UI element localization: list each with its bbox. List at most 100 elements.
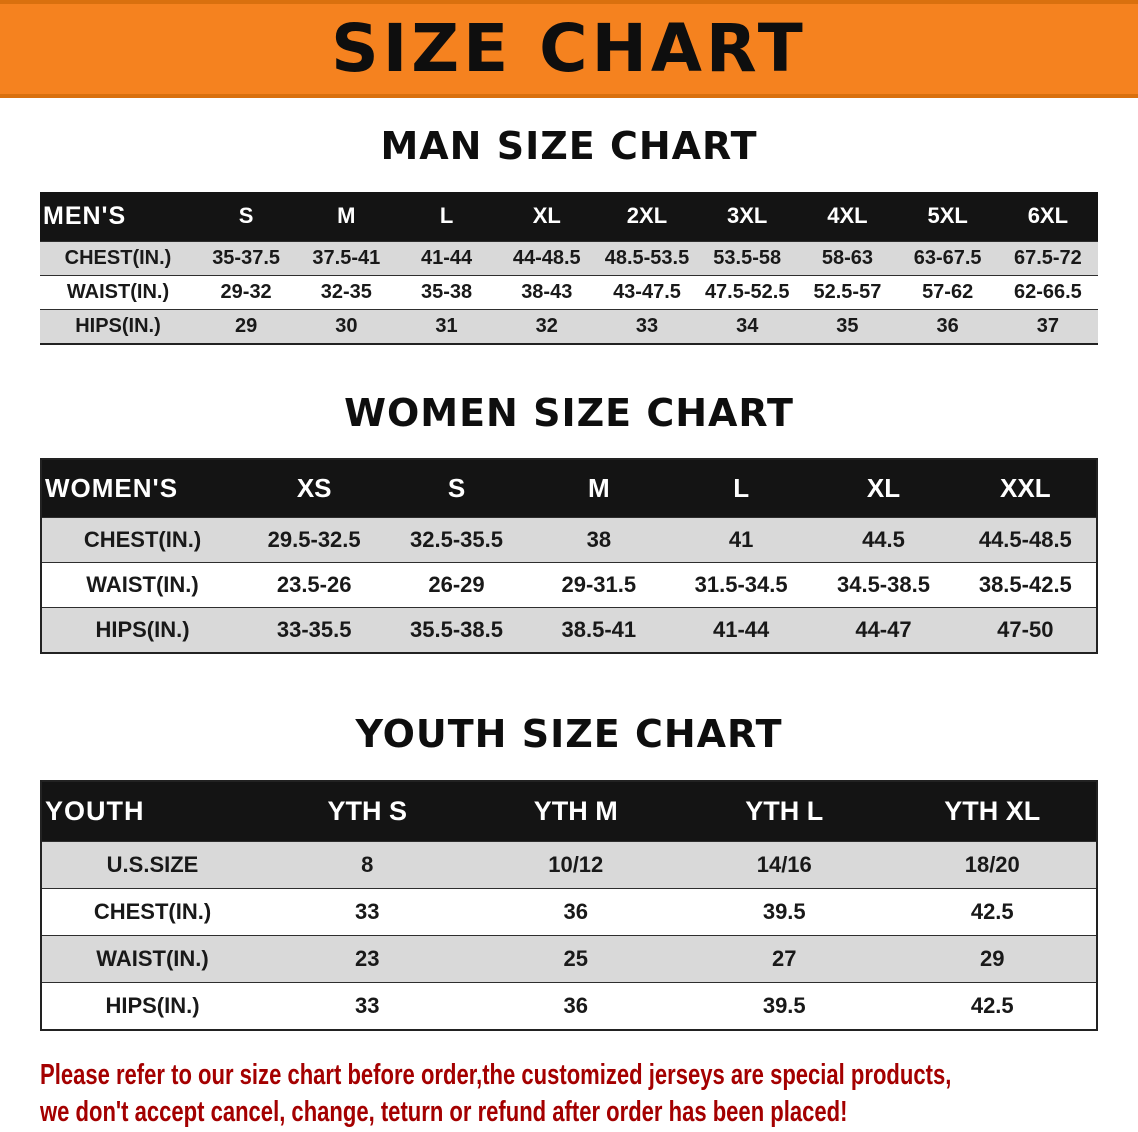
table-title-cell: WOMEN'S (41, 459, 243, 518)
size-value-cell: 35-37.5 (196, 240, 297, 276)
size-header-cell: XL (496, 191, 597, 242)
disclaimer-line-1: Please refer to our size chart before or… (40, 1058, 952, 1091)
size-header-cell: 3XL (697, 191, 798, 242)
size-header-cell: YTH S (263, 780, 472, 842)
row-label-cell: HIPS(IN.) (41, 607, 243, 654)
measurement-row: HIPS(IN.) 33-35.5 35.5-38.5 38.5-41 41-44 44-… (41, 607, 1097, 654)
row-label-cell: CHEST(IN.) (41, 517, 243, 563)
size-value-cell: 36 (471, 887, 680, 936)
women-section-heading: WOMEN SIZE CHART (344, 390, 794, 435)
size-value-cell: 63-67.5 (897, 240, 998, 276)
size-value-cell: 62-66.5 (997, 274, 1098, 310)
size-value-cell: 25 (471, 934, 680, 983)
size-value-cell: 23.5-26 (243, 562, 386, 608)
size-header-cell: 4XL (797, 191, 898, 242)
size-value-cell: 31.5-34.5 (669, 562, 813, 608)
measurement-row: U.S.SIZE 8 10/12 14/16 18/20 (41, 840, 1097, 889)
size-value-cell: 47.5-52.5 (697, 274, 798, 310)
size-header-cell: S (385, 459, 528, 518)
row-label-cell: WAIST(IN.) (40, 274, 196, 310)
row-label-cell: U.S.SIZE (41, 840, 263, 889)
size-header-cell: M (527, 459, 670, 518)
measurement-row: HIPS(IN.) 33 36 39.5 42.5 (41, 981, 1097, 1030)
size-header-cell: XXL (954, 459, 1097, 518)
measurement-row: WAIST(IN.) 23.5-26 26-29 29-31.5 31.5-34.5 34… (41, 562, 1097, 608)
size-value-cell: 10/12 (471, 840, 680, 889)
size-value-cell: 27 (680, 934, 889, 983)
disclaimer-text: Please refer to our size chart before or… (40, 1057, 952, 1132)
disclaimer-line-2: we don't accept cancel, change, teturn o… (40, 1096, 848, 1129)
size-header-cell: L (396, 191, 497, 242)
size-value-cell: 39.5 (680, 887, 889, 936)
size-value-cell: 35-38 (396, 274, 497, 310)
size-value-cell: 67.5-72 (997, 240, 1098, 276)
size-value-cell: 44-48.5 (496, 240, 597, 276)
size-value-cell: 32-35 (296, 274, 397, 310)
size-value-cell: 31 (396, 308, 497, 344)
size-value-cell: 52.5-57 (797, 274, 898, 310)
size-header-cell: YTH M (471, 780, 680, 842)
measurement-row: WAIST(IN.) 29-32 32-35 35-38 38-43 43-47.5 47.… (40, 274, 1098, 310)
size-header-cell: 6XL (997, 191, 1098, 242)
size-value-cell: 38-43 (496, 274, 597, 310)
size-value-cell: 34.5-38.5 (812, 562, 955, 608)
page-title: SIZE CHART (331, 10, 807, 87)
size-value-cell: 36 (471, 981, 680, 1030)
size-value-cell: 29-31.5 (527, 562, 670, 608)
size-value-cell: 29-32 (196, 274, 297, 310)
size-header-cell: M (296, 191, 397, 242)
row-label-cell: HIPS(IN.) (40, 308, 196, 344)
row-label-cell: CHEST(IN.) (41, 887, 263, 936)
size-value-cell: 41-44 (669, 607, 813, 654)
size-header-cell: XS (243, 459, 386, 518)
row-label-cell: WAIST(IN.) (41, 562, 243, 608)
size-value-cell: 41-44 (396, 240, 497, 276)
size-header-cell: 5XL (897, 191, 998, 242)
size-header-cell: L (669, 459, 813, 518)
youth-size-section: YOUTH SIZE CHART YOUTH YTH S YTH M YTH L YTH… (0, 712, 1138, 1031)
size-value-cell: 8 (263, 840, 472, 889)
size-header-cell: YTH L (680, 780, 889, 842)
size-value-cell: 57-62 (897, 274, 998, 310)
size-value-cell: 29.5-32.5 (243, 517, 386, 563)
size-value-cell: 48.5-53.5 (596, 240, 698, 276)
size-value-cell: 43-47.5 (596, 274, 698, 310)
size-value-cell: 38.5-42.5 (954, 562, 1097, 608)
women-size-section: WOMEN SIZE CHART WOMEN'S XS S M L XL XXL CHEST(… (0, 391, 1138, 655)
row-label-cell: WAIST(IN.) (41, 934, 263, 983)
title-banner: SIZE CHART (0, 0, 1138, 98)
size-value-cell: 44.5 (812, 517, 955, 563)
size-header-cell: XL (812, 459, 955, 518)
size-value-cell: 44-47 (812, 607, 955, 654)
measurement-row: WAIST(IN.) 23 25 27 29 (41, 934, 1097, 983)
measurement-row: CHEST(IN.) 35-37.5 37.5-41 41-44 44-48.5 48.5… (40, 240, 1098, 276)
size-value-cell: 44.5-48.5 (954, 517, 1097, 563)
men-size-section: MAN SIZE CHART MEN'S S M L XL 2XL 3XL 4XL 5XL 6XL… (0, 124, 1138, 345)
size-value-cell: 33 (596, 308, 698, 344)
size-value-cell: 35 (797, 308, 898, 344)
size-value-cell: 53.5-58 (697, 240, 798, 276)
size-value-cell: 33 (263, 981, 472, 1030)
size-value-cell: 32 (496, 308, 597, 344)
size-value-cell: 14/16 (680, 840, 889, 889)
size-value-cell: 29 (196, 308, 297, 344)
size-value-cell: 37.5-41 (296, 240, 397, 276)
size-value-cell: 26-29 (385, 562, 528, 608)
size-value-cell: 32.5-35.5 (385, 517, 528, 563)
table-header-row: YOUTH YTH S YTH M YTH L YTH XL (41, 780, 1097, 842)
women-size-table: WOMEN'S XS S M L XL XXL CHEST(IN.) 29.5-32.5 32.5… (40, 458, 1098, 655)
measurement-row: CHEST(IN.) 33 36 39.5 42.5 (41, 887, 1097, 936)
size-value-cell: 23 (263, 934, 472, 983)
size-value-cell: 35.5-38.5 (385, 607, 528, 654)
size-value-cell: 47-50 (954, 607, 1097, 654)
size-value-cell: 42.5 (888, 981, 1097, 1030)
size-value-cell: 37 (997, 308, 1098, 344)
size-value-cell: 38.5-41 (527, 607, 670, 654)
size-value-cell: 36 (897, 308, 998, 344)
size-value-cell: 41 (669, 517, 813, 563)
size-value-cell: 30 (296, 308, 397, 344)
size-value-cell: 29 (888, 934, 1097, 983)
size-header-cell: YTH XL (888, 780, 1097, 842)
size-header-cell: 2XL (596, 191, 698, 242)
